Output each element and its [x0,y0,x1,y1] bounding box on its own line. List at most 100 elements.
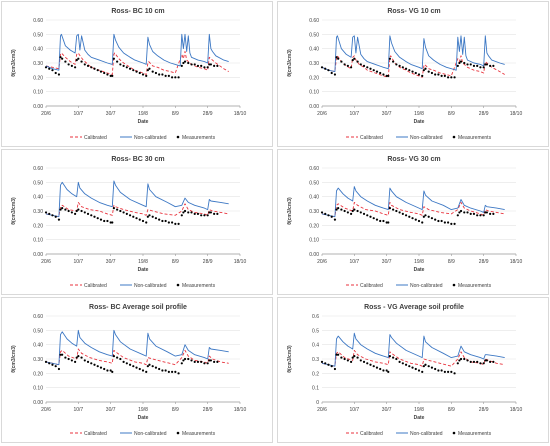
data-point [135,217,138,220]
data-point [382,369,385,372]
data-point [366,362,369,365]
data-point [351,356,354,359]
data-point [141,73,145,76]
data-point [203,214,206,217]
data-point [145,221,148,224]
data-point [369,363,372,366]
data-point [70,211,73,214]
data-point [57,218,61,221]
x-tick-label: 19/8 [138,111,148,117]
data-point [388,355,391,358]
data-point [375,70,379,73]
data-point [369,215,372,218]
data-point [200,360,203,363]
data-point [320,211,324,214]
data-point [112,207,115,210]
data-point [164,369,167,372]
data-point [90,362,93,365]
data-point [333,73,337,76]
data-point [392,60,395,63]
y-tick-label: 0.00 [33,104,43,110]
x-tick-label: 20/6 [41,407,51,413]
data-point [375,218,379,221]
data-point [99,218,103,221]
data-point [362,64,366,67]
data-point [366,214,369,217]
data-point [93,67,96,70]
data-point [385,369,388,372]
y-tick-label: 0.10 [309,90,319,96]
data-point [209,63,212,66]
data-point [372,217,375,220]
data-point [74,360,77,363]
data-point [77,57,80,60]
data-point [109,221,112,224]
legend-calibrated-label: Calibrated [84,283,107,289]
data-point [350,66,353,69]
data-point [209,359,212,362]
y-tick-label: 0.50 [33,32,43,38]
data-point [343,357,346,361]
data-point [447,221,450,224]
data-point [327,214,330,217]
data-point [482,66,485,69]
y-tick-label: 0.40 [309,47,319,53]
data-point [372,69,375,72]
data-point [151,365,154,368]
data-point [93,363,96,366]
data-point [122,211,125,214]
data-point [216,64,219,67]
data-point [190,359,193,362]
data-point [48,362,51,365]
data-point [340,60,343,63]
calibrated-series-line [321,201,505,218]
data-point [67,209,70,213]
data-point [61,57,64,60]
x-tick-label: 8/9 [448,407,455,413]
y-tick-label: 0.3 [312,357,319,363]
data-point [359,359,362,362]
data-point [174,76,177,79]
data-point [75,59,78,62]
x-tick-label: 28/9 [479,259,489,265]
data-point [422,365,425,368]
x-tick-label: 19/8 [138,259,148,265]
data-point [93,215,96,218]
data-point [77,355,80,358]
data-point [414,71,417,75]
non-calibrated-series-line [45,33,229,71]
data-point [459,357,463,361]
data-point [324,212,327,215]
data-point [99,70,103,73]
x-tick-label: 8/9 [172,259,179,265]
data-point [96,69,99,72]
data-point [190,63,193,66]
data-point [99,366,103,369]
data-point [193,63,196,66]
data-point [48,212,51,215]
x-axis-label: Date [414,119,425,125]
data-point [213,212,216,215]
data-point [450,76,453,79]
data-point [64,356,67,359]
x-tick-label: 19/8 [138,407,148,413]
data-point [484,211,487,214]
chart-svg: Ross- BC 30 cm 0.00 0.10 0.20 0.30 0.40 0.50 0.… [11,156,246,289]
data-point [379,71,382,75]
data-point [456,362,459,365]
data-point [96,217,99,220]
data-point [443,74,446,77]
chart-panel-vg-average: Ross - VG Average soil profile 0 0.1 0.2 0.3… [277,297,549,443]
data-point [362,360,366,363]
y-tick-label: 0.30 [33,209,43,215]
y-tick-label: 0.6 [312,314,319,320]
data-point [196,360,200,363]
data-point [366,66,369,69]
y-tick-label: 0.60 [33,18,43,24]
data-point [80,60,83,63]
data-point [453,222,456,225]
x-tick-label: 18/10 [510,111,523,117]
data-point [119,357,122,361]
legend-measurements-swatch [452,135,456,139]
data-point [77,208,80,211]
